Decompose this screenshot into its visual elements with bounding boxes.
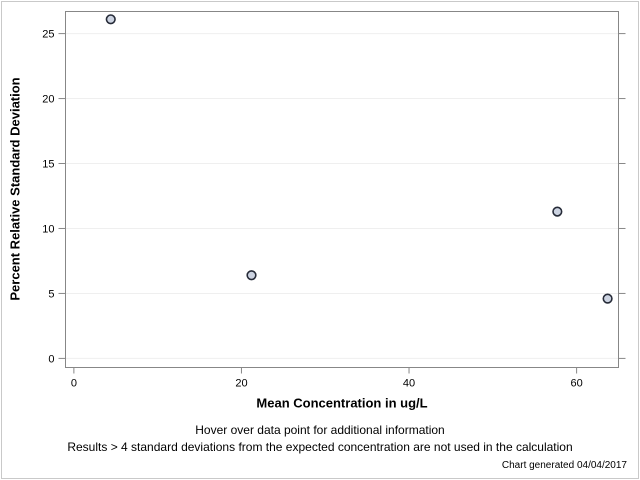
x-tick-label: 20 xyxy=(235,378,247,390)
data-point[interactable] xyxy=(246,270,257,281)
footnote-generated-date: Chart generated 04/04/2017 xyxy=(501,460,627,471)
y-tick-label: 5 xyxy=(48,288,54,300)
x-tick-label: 60 xyxy=(570,378,582,390)
x-tick-label: 0 xyxy=(71,378,77,390)
plot-border xyxy=(65,11,619,368)
y-tick-label: 25 xyxy=(42,29,54,41)
y-tick-label: 15 xyxy=(42,159,54,171)
x-axis-title: Mean Concentration in ug/L xyxy=(256,395,428,411)
x-tick-label: 40 xyxy=(403,378,415,390)
footnote-exclusion-rule: Results > 4 standard deviations from the… xyxy=(67,440,573,454)
data-point[interactable] xyxy=(105,14,116,25)
y-tick-label: 20 xyxy=(42,94,54,106)
y-tick-label: 10 xyxy=(42,223,54,235)
y-tick-label: 0 xyxy=(48,353,54,365)
footnote-hover-hint: Hover over data point for additional inf… xyxy=(195,423,445,437)
data-point[interactable] xyxy=(602,293,613,304)
data-point[interactable] xyxy=(552,206,563,217)
y-axis-title: Percent Relative Standard Deviation xyxy=(7,77,23,301)
